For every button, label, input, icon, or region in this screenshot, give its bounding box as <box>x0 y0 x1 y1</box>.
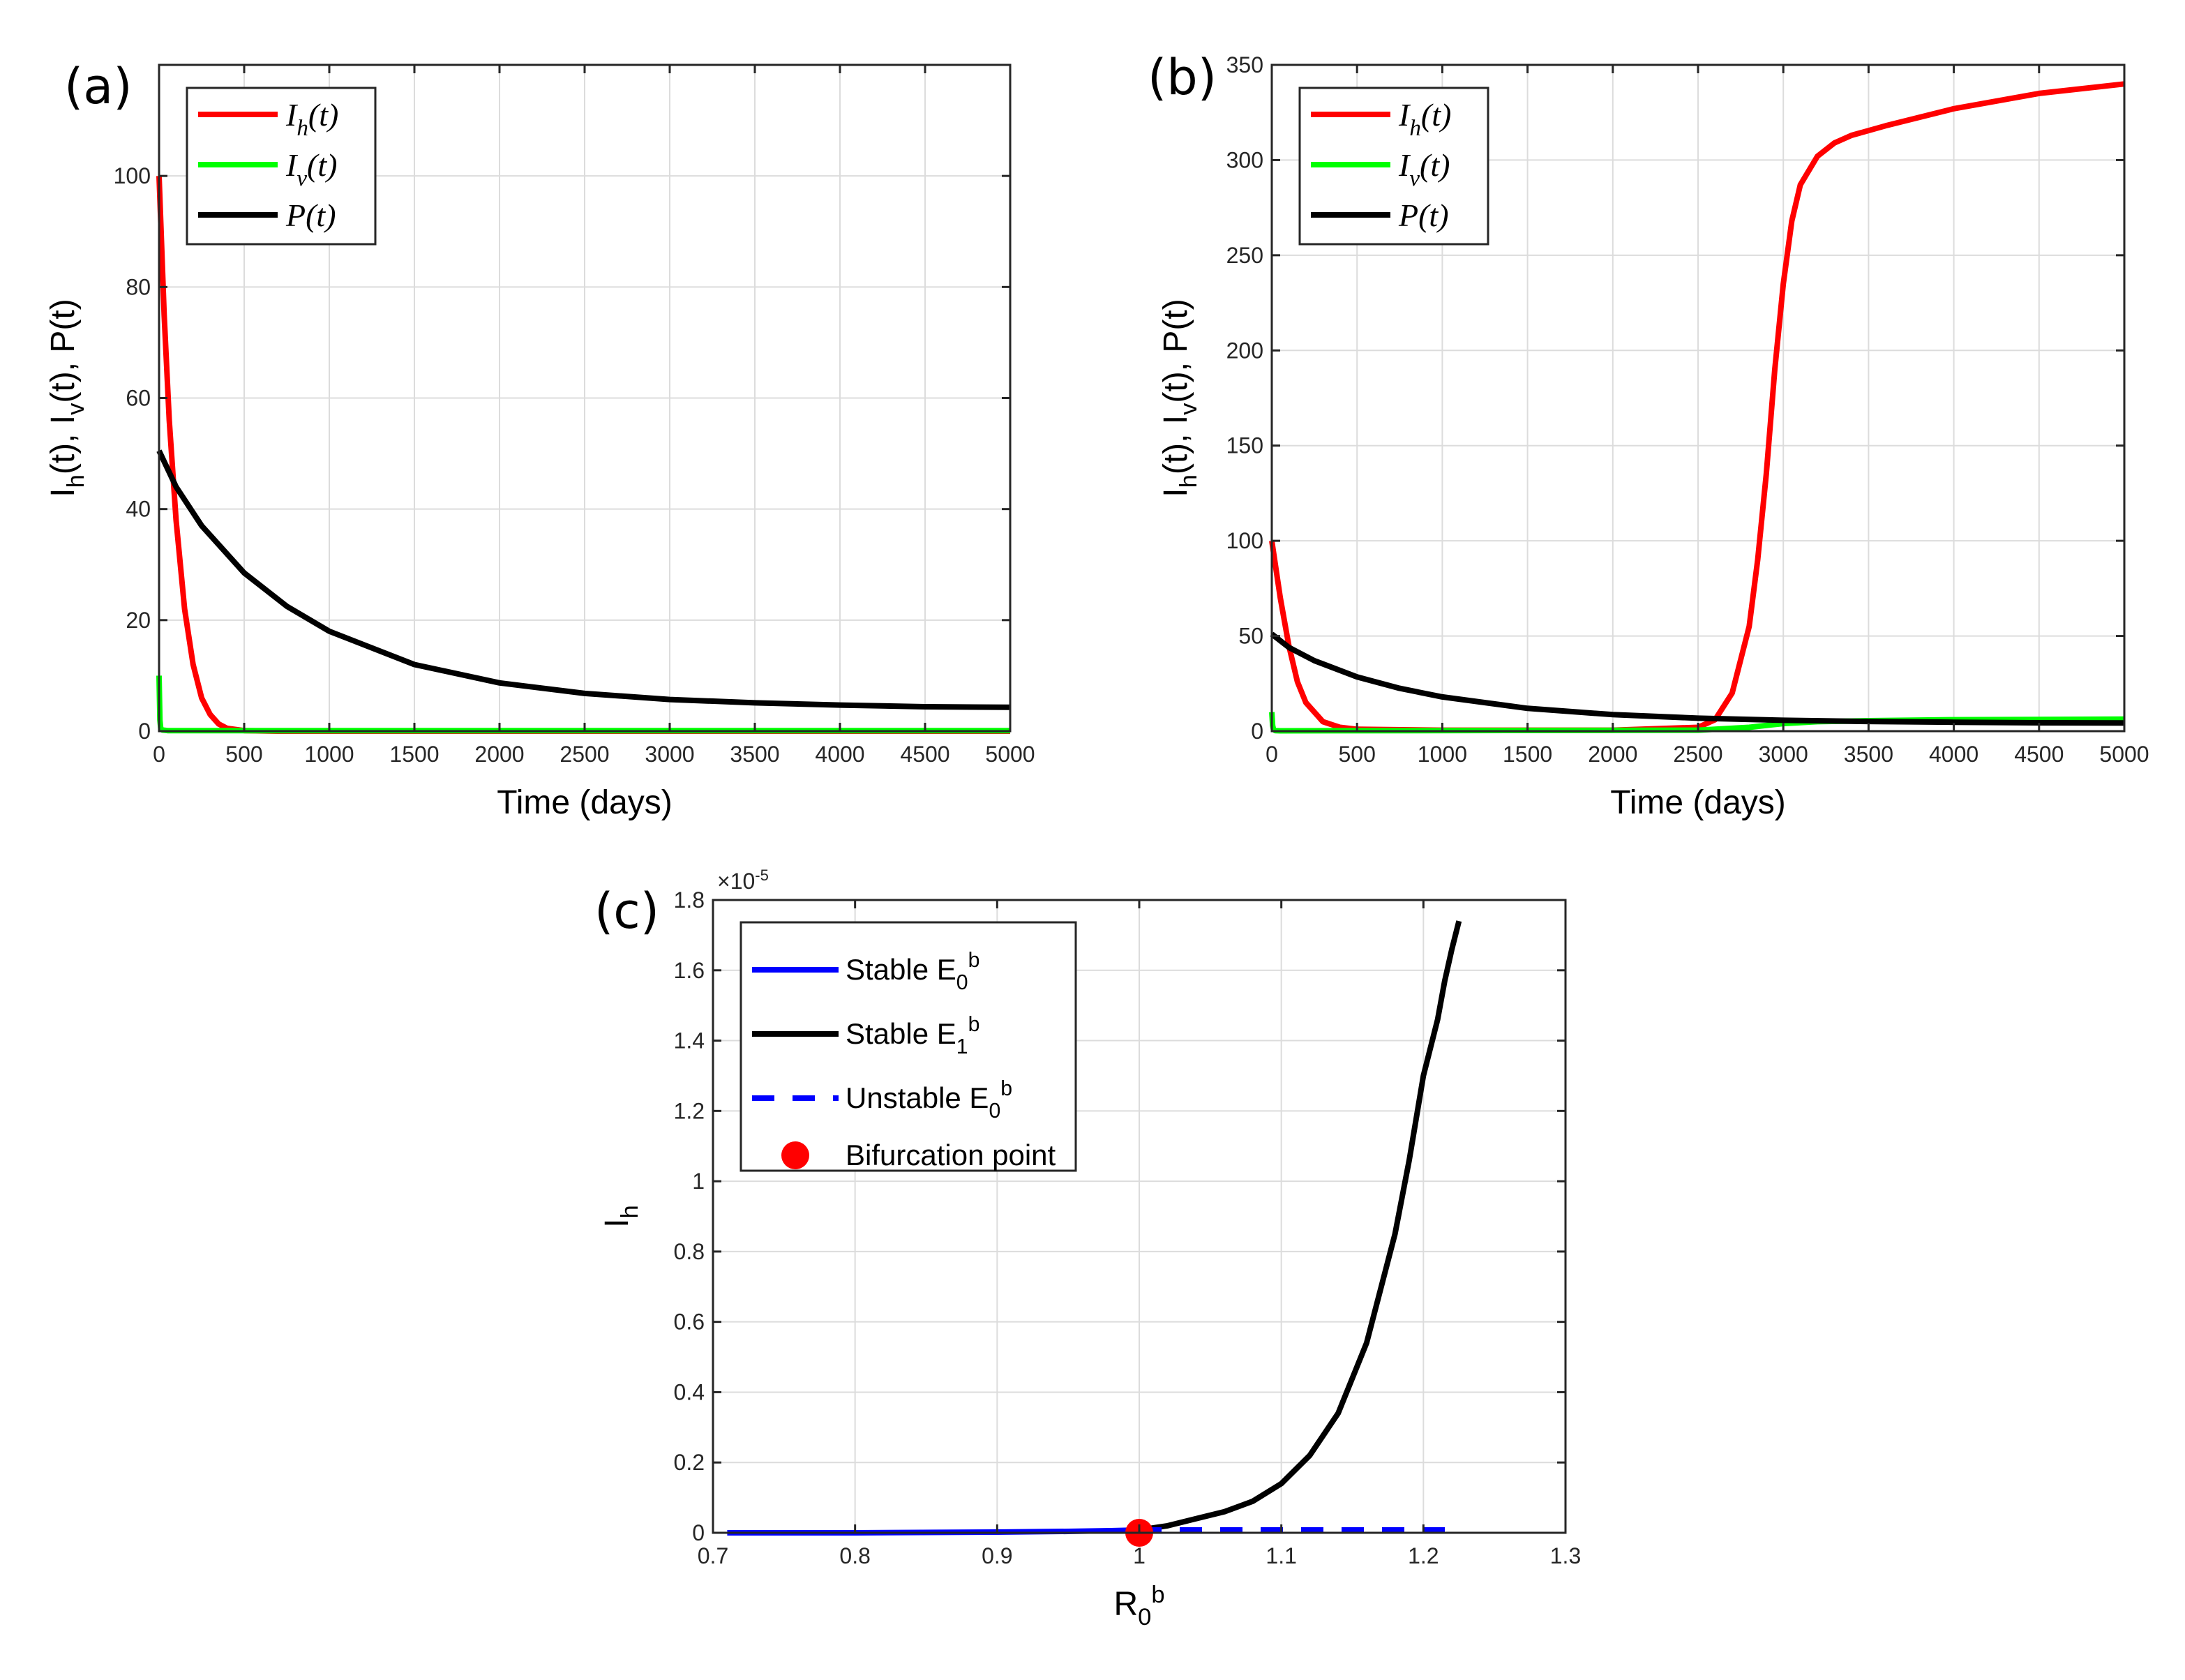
y-tick-label: 0.4 <box>674 1379 705 1404</box>
y-axis-label: Ih(t), Iv(t), P(t) <box>1157 299 1202 497</box>
y-tick-label: 40 <box>126 497 151 522</box>
legend-label: Iv(t) <box>285 147 337 191</box>
legend-label: Unstable E0b <box>846 1077 1012 1123</box>
series-line <box>156 449 1011 710</box>
y-tick-label: 350 <box>1226 52 1263 77</box>
legend-label: Iv(t) <box>1398 147 1450 191</box>
x-tick-label: 4000 <box>815 742 864 767</box>
panel-c: 0.7 0.8 0.9 1 1.1 1.2 1.3 0 0.2 0.4 0.6 0.8 1 1.2 1.4 1… <box>594 867 1581 1630</box>
y-tick-label: 150 <box>1226 433 1263 458</box>
x-tick-label: 2500 <box>1673 742 1722 767</box>
x-tick-label: 1.3 <box>1550 1543 1581 1568</box>
x-tick-label: 1.1 <box>1266 1543 1296 1568</box>
x-tick-label: 1000 <box>1418 742 1467 767</box>
y-tick-label: 0.2 <box>674 1450 705 1475</box>
y-axis-label-group: Ih(t), Iv(t), P(t) <box>1157 299 1202 497</box>
x-tick-label: 3000 <box>645 742 694 767</box>
x-axis-label: Time (days) <box>1610 784 1786 821</box>
y-tick-label: 250 <box>1226 243 1263 268</box>
x-tick-label: 2500 <box>560 742 609 767</box>
y-axis-label-group: Ih <box>599 1205 643 1228</box>
legend-label: Stable E1b <box>846 1013 979 1058</box>
y-tick-label: 200 <box>1226 338 1263 363</box>
x-tick-label: 500 <box>225 742 262 767</box>
panel-label: (c) <box>594 883 659 940</box>
x-tick-label: 1000 <box>304 742 354 767</box>
x-tick-label: 3500 <box>730 742 779 767</box>
y-tick-label: 100 <box>1226 528 1263 553</box>
x-tick-label: 4000 <box>1929 742 1978 767</box>
panel-b: 0 500 1000 1500 2000 2500 3000 3500 4000 4500 5000… <box>1148 49 2149 821</box>
panel-a: 0 500 1000 1500 2000 2500 3000 3500 4000 4500 5000… <box>45 58 1035 821</box>
legend-label: Stable E0b <box>846 949 979 994</box>
x-tick-label: 5000 <box>2099 742 2149 767</box>
x-tick-label: 3500 <box>1844 742 1893 767</box>
y-tick-label: 0 <box>138 719 151 744</box>
y-tick-label: 1 <box>692 1169 705 1194</box>
x-tick-label: 500 <box>1339 742 1376 767</box>
y-tick-label: 0.8 <box>674 1239 705 1264</box>
series-line <box>1270 631 2125 726</box>
x-tick-label: 2000 <box>474 742 524 767</box>
x-tick-label: 1500 <box>389 742 439 767</box>
x-tick-label: 1500 <box>1503 742 1552 767</box>
x-axis-label: R0b <box>1113 1582 1164 1630</box>
x-tick-label: 1 <box>1133 1543 1146 1568</box>
x-tick-label: 3000 <box>1759 742 1808 767</box>
y-tick-label: 1.6 <box>674 958 705 983</box>
y-tick-label: 60 <box>126 386 151 411</box>
y-tick-label: 100 <box>114 163 151 188</box>
series-line <box>1269 81 2125 733</box>
y-multiplier: ×10-5 <box>717 867 769 894</box>
y-axis-label-group: Ih(t), Iv(t), P(t) <box>45 299 89 497</box>
x-tick-label: 0 <box>153 742 165 767</box>
x-tick-label: 0 <box>1266 742 1278 767</box>
x-tick-label: 4500 <box>900 742 949 767</box>
x-tick-label: 1.2 <box>1408 1543 1439 1568</box>
y-axis-label: Ih(t), Iv(t), P(t) <box>45 299 89 497</box>
y-tick-label: 0 <box>1251 719 1263 744</box>
x-tick-label: 2000 <box>1588 742 1637 767</box>
y-tick-label: 1.4 <box>674 1028 705 1053</box>
x-axis-label: Time (days) <box>497 784 673 821</box>
legend-marker <box>781 1141 809 1169</box>
panel-label: (b) <box>1148 49 1217 106</box>
y-axis-label: Ih <box>599 1205 643 1228</box>
x-tick-label: 0.8 <box>839 1543 870 1568</box>
legend-label: Ih(t) <box>1398 97 1451 141</box>
x-tick-label: 0.9 <box>982 1543 1012 1568</box>
x-tick-label: 4500 <box>2014 742 2064 767</box>
legend-label: Ih(t) <box>285 97 338 141</box>
y-tick-label: 0.6 <box>674 1310 705 1335</box>
y-tick-label: 1.2 <box>674 1098 705 1123</box>
panel-label: (a) <box>64 58 133 115</box>
series-line <box>1139 920 1462 1533</box>
x-tick-label: 5000 <box>985 742 1035 767</box>
y-tick-label: 50 <box>1238 624 1263 649</box>
y-tick-label: 0 <box>692 1520 705 1545</box>
legend-label: P(t) <box>285 197 336 233</box>
y-tick-label: 300 <box>1226 147 1263 172</box>
y-tick-label: 80 <box>126 274 151 299</box>
x-tick-label: 0.7 <box>698 1543 728 1568</box>
legend-box <box>739 921 1077 1172</box>
legend-label: P(t) <box>1398 197 1449 233</box>
legend-label: Bifurcation point <box>846 1139 1056 1171</box>
y-tick-label: 1.8 <box>674 887 705 913</box>
y-tick-label: 20 <box>126 608 151 633</box>
